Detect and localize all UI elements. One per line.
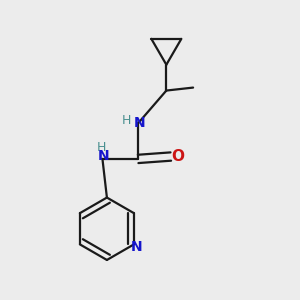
Text: N: N — [131, 240, 143, 254]
Text: H: H — [96, 140, 106, 154]
Text: N: N — [134, 116, 146, 130]
Text: O: O — [172, 149, 185, 164]
Text: H: H — [122, 114, 131, 128]
Text: N: N — [98, 149, 110, 163]
